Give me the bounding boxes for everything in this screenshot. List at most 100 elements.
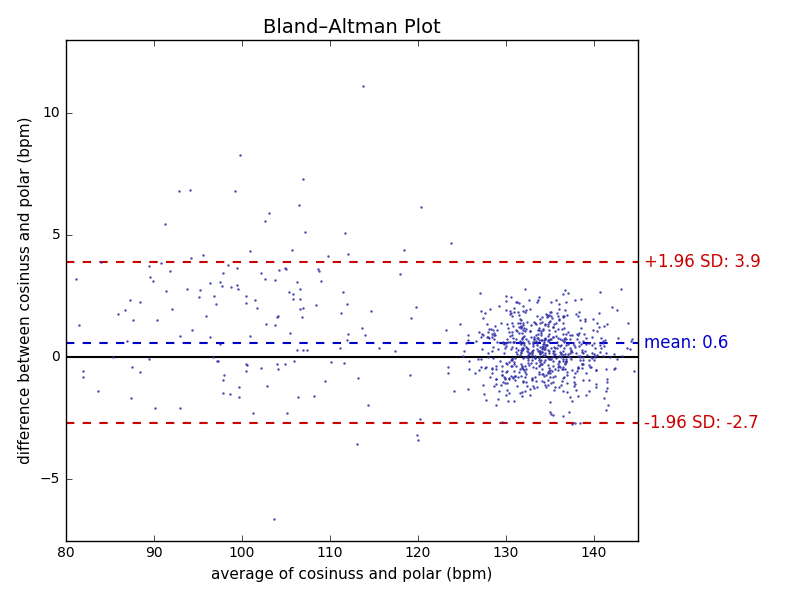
Point	[506, 334, 519, 343]
Point	[599, 349, 612, 358]
Point	[336, 287, 349, 296]
Point	[287, 356, 300, 365]
Point	[551, 333, 564, 343]
Point	[555, 348, 568, 358]
Point	[560, 356, 573, 366]
Point	[533, 347, 546, 357]
Point	[523, 338, 536, 348]
Point	[255, 363, 268, 373]
Point	[76, 373, 89, 382]
Point	[530, 311, 543, 321]
Point	[594, 347, 606, 356]
Point	[514, 315, 527, 325]
Point	[515, 343, 528, 352]
Point	[338, 228, 351, 238]
Point	[551, 308, 564, 318]
Point	[463, 364, 476, 374]
Point	[239, 298, 252, 308]
Point	[239, 359, 252, 369]
Point	[517, 364, 530, 374]
Point	[412, 435, 425, 445]
Point	[542, 376, 554, 385]
Point	[510, 326, 523, 336]
Point	[557, 355, 570, 364]
Point	[230, 280, 243, 290]
Point	[531, 334, 544, 343]
Point	[517, 331, 530, 340]
Point	[298, 227, 311, 237]
Point	[398, 245, 410, 254]
Point	[570, 366, 583, 376]
Point	[513, 310, 526, 320]
Point	[518, 340, 530, 349]
Point	[476, 330, 489, 340]
Point	[537, 325, 550, 334]
Point	[502, 323, 514, 333]
Point	[575, 364, 588, 373]
Point	[210, 356, 223, 366]
Point	[192, 292, 205, 302]
Text: mean: 0.6: mean: 0.6	[644, 334, 728, 352]
Point	[542, 368, 554, 378]
Point	[560, 370, 573, 379]
Point	[573, 341, 586, 350]
Point	[552, 359, 565, 368]
Point	[481, 349, 494, 358]
Point	[510, 343, 522, 353]
Point	[548, 319, 561, 329]
Point	[534, 348, 546, 358]
Point	[558, 323, 570, 333]
Point	[568, 340, 581, 350]
Point	[542, 321, 554, 331]
Point	[590, 365, 602, 375]
Point	[517, 306, 530, 316]
Point	[594, 340, 606, 350]
Point	[606, 302, 618, 312]
Point	[514, 337, 526, 346]
Point	[542, 380, 554, 390]
Point	[530, 331, 542, 340]
Point	[173, 186, 186, 196]
Point	[546, 332, 559, 342]
Point	[313, 266, 326, 276]
Point	[586, 348, 598, 358]
Point	[557, 289, 570, 299]
Point	[526, 346, 539, 355]
Point	[510, 298, 523, 307]
Point	[511, 349, 524, 358]
Point	[297, 175, 310, 184]
Point	[597, 336, 610, 346]
Point	[499, 341, 512, 350]
Point	[314, 276, 327, 286]
Point	[520, 347, 533, 356]
Point	[576, 359, 589, 368]
Point	[470, 337, 482, 346]
Point	[478, 363, 491, 373]
Point	[509, 371, 522, 381]
Point	[217, 268, 230, 277]
Point	[569, 418, 582, 428]
Point	[562, 351, 574, 361]
Point	[496, 366, 509, 376]
Point	[557, 319, 570, 328]
Point	[589, 352, 602, 361]
Point	[598, 321, 610, 331]
Point	[514, 322, 527, 332]
Point	[334, 343, 346, 353]
Point	[532, 353, 545, 362]
Point	[558, 334, 570, 344]
Point	[519, 364, 532, 373]
Point	[487, 335, 500, 344]
Point	[181, 284, 194, 294]
Point	[566, 338, 579, 347]
Point	[218, 370, 230, 379]
Point	[233, 382, 246, 391]
Point	[548, 350, 561, 360]
Point	[359, 331, 372, 340]
Point	[126, 316, 139, 325]
Point	[624, 344, 637, 354]
Point	[612, 333, 625, 343]
Point	[502, 373, 515, 383]
Point	[517, 377, 530, 387]
Point	[411, 430, 424, 440]
